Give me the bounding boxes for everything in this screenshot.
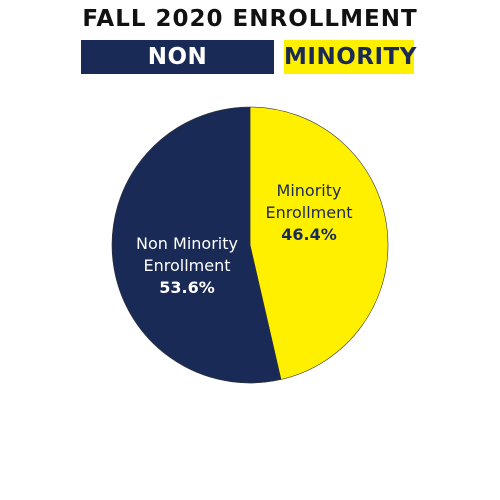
chart-title: FALL 2020 ENROLLMENT: [82, 6, 418, 32]
slice-label-minority-value: 46.4%: [281, 225, 337, 244]
slice-label-non-minority-line2: Enrollment: [144, 256, 231, 275]
slice-label-minority-line1: Minority: [277, 181, 342, 200]
slice-label-minority-line2: Enrollment: [266, 203, 353, 222]
pie-slice-minority: [249, 106, 389, 380]
slice-label-non-minority-value: 53.6%: [159, 278, 215, 297]
legend-non-minority: NON MINORITY: [81, 40, 274, 104]
slice-label-non-minority-line1: Non Minority: [136, 234, 238, 253]
pie-slice-non-minority: [111, 106, 282, 384]
legend-minority: MINORITY: [284, 40, 416, 74]
